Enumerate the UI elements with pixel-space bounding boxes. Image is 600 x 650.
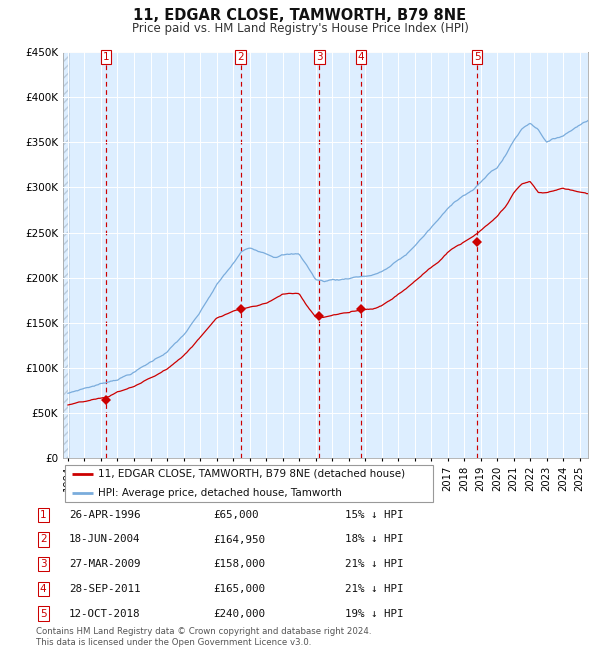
Text: Contains HM Land Registry data © Crown copyright and database right 2024.
This d: Contains HM Land Registry data © Crown c… xyxy=(36,627,371,647)
FancyBboxPatch shape xyxy=(65,465,433,502)
Text: 19% ↓ HPI: 19% ↓ HPI xyxy=(345,608,404,619)
Text: 21% ↓ HPI: 21% ↓ HPI xyxy=(345,559,404,569)
Text: 5: 5 xyxy=(40,608,47,619)
Text: £165,000: £165,000 xyxy=(213,584,265,594)
Text: 26-APR-1996: 26-APR-1996 xyxy=(69,510,140,520)
Text: 12-OCT-2018: 12-OCT-2018 xyxy=(69,608,140,619)
Text: £240,000: £240,000 xyxy=(213,608,265,619)
Text: Price paid vs. HM Land Registry's House Price Index (HPI): Price paid vs. HM Land Registry's House … xyxy=(131,22,469,35)
Text: 2: 2 xyxy=(40,534,47,545)
Text: 3: 3 xyxy=(316,52,323,62)
Text: 18-JUN-2004: 18-JUN-2004 xyxy=(69,534,140,545)
Text: 2: 2 xyxy=(238,52,244,62)
Text: 5: 5 xyxy=(474,52,481,62)
Text: 11, EDGAR CLOSE, TAMWORTH, B79 8NE: 11, EDGAR CLOSE, TAMWORTH, B79 8NE xyxy=(133,8,467,23)
Text: 1: 1 xyxy=(103,52,110,62)
Text: 28-SEP-2011: 28-SEP-2011 xyxy=(69,584,140,594)
Text: 15% ↓ HPI: 15% ↓ HPI xyxy=(345,510,404,520)
Text: HPI: Average price, detached house, Tamworth: HPI: Average price, detached house, Tamw… xyxy=(98,488,342,499)
Text: 21% ↓ HPI: 21% ↓ HPI xyxy=(345,584,404,594)
Text: £65,000: £65,000 xyxy=(213,510,259,520)
Text: £164,950: £164,950 xyxy=(213,534,265,545)
Text: 27-MAR-2009: 27-MAR-2009 xyxy=(69,559,140,569)
Text: 3: 3 xyxy=(40,559,47,569)
Text: 4: 4 xyxy=(40,584,47,594)
Text: 18% ↓ HPI: 18% ↓ HPI xyxy=(345,534,404,545)
Text: 1: 1 xyxy=(40,510,47,520)
Text: 4: 4 xyxy=(358,52,364,62)
Text: £158,000: £158,000 xyxy=(213,559,265,569)
Text: 11, EDGAR CLOSE, TAMWORTH, B79 8NE (detached house): 11, EDGAR CLOSE, TAMWORTH, B79 8NE (deta… xyxy=(98,469,406,479)
